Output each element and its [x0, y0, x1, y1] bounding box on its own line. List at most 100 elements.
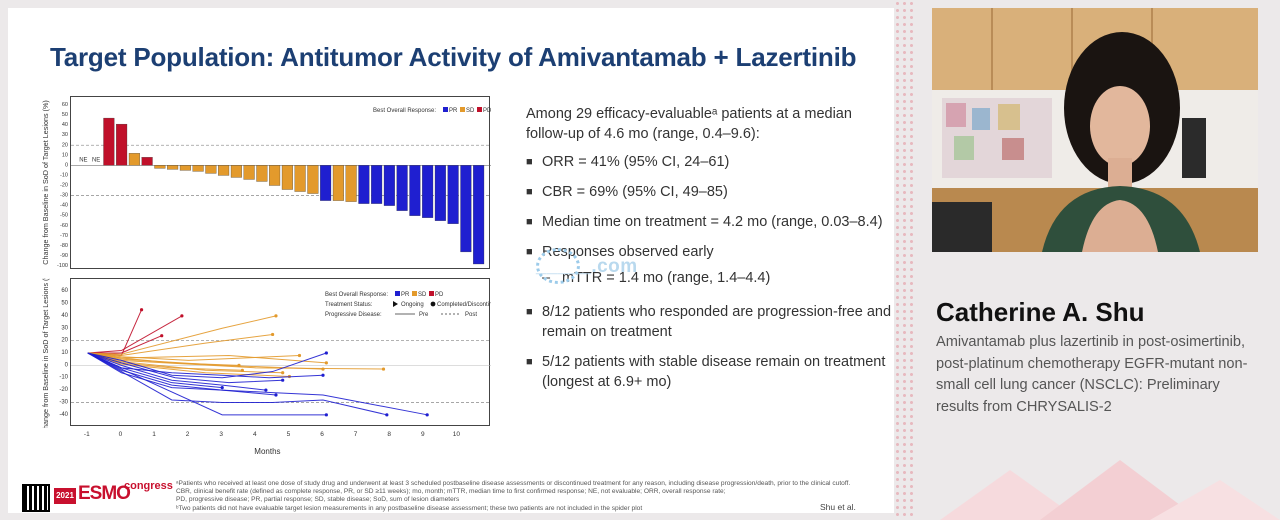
spider-chart-box: Best Overall Response: PR SD PD Treatment St… — [70, 278, 502, 426]
legend-label: PR — [449, 108, 458, 114]
spider-x-tick: 5 — [287, 431, 291, 438]
ne-label: NE — [79, 157, 87, 163]
waterfall-bar — [332, 165, 344, 201]
spider-series-endpoint — [160, 334, 164, 338]
spider-series-endpoint — [139, 308, 144, 312]
waterfall-bar — [218, 165, 230, 176]
waterfall-bar — [256, 165, 268, 182]
spider-x-tick: 2 — [186, 431, 190, 438]
waterfall-bar — [358, 165, 370, 204]
spider-series-line — [87, 333, 273, 356]
waterfall-bar — [179, 165, 191, 171]
waterfall-y-tick: -50 — [60, 213, 68, 219]
waterfall-bar — [320, 165, 332, 201]
bullets-intro: Among 29 efficacy-evaluableᵃ patients at… — [526, 106, 852, 142]
waterfall-bar — [192, 165, 204, 172]
legend-swatch — [412, 291, 417, 296]
spider-x-axis: -1 0 1 2 3 4 5 6 7 8 9 10 Months — [84, 431, 460, 456]
waterfall-bar — [230, 165, 242, 178]
spider-y-tick: -30 — [59, 399, 68, 405]
legend-label: Pre — [419, 312, 429, 318]
bullet-progression-free: ■ 8/12 patients who responded are progres… — [526, 304, 892, 340]
legend-label: SD — [466, 108, 475, 114]
spider-x-tick: 6 — [320, 431, 324, 438]
waterfall-bar — [128, 153, 140, 166]
esmo-logo-suffix: congress — [124, 480, 173, 492]
spider-x-tick: 8 — [387, 431, 391, 438]
spider-series-endpoint — [425, 413, 429, 417]
waterfall-bar — [141, 157, 153, 166]
waterfall-legend-title: Best Overall Response: — [373, 108, 436, 114]
spider-y-axis: 60 50 40 30 20 10 0 -10 -20 -30 -40 Change from Bas… — [41, 278, 69, 428]
spider-series-line — [87, 352, 266, 391]
waterfall-chart-box: NE NE Best Overall Response: PR SD PD — [70, 96, 492, 269]
spider-series-endpoint — [180, 314, 184, 318]
spider-x-tick: 9 — [421, 431, 425, 438]
ne-label: NE — [92, 157, 100, 163]
waterfall-y-tick: 60 — [62, 102, 68, 108]
waterfall-bar — [345, 165, 357, 202]
spider-y-tick: 20 — [61, 338, 68, 344]
bullet-square-icon: ■ — [526, 186, 533, 198]
waterfall-bar — [205, 165, 217, 174]
spider-x-tick: 4 — [253, 431, 257, 438]
waterfall-bar — [409, 165, 421, 216]
spider-series-endpoint — [324, 413, 328, 417]
slide-title: Target Population: Antitumor Activity of… — [50, 42, 857, 72]
bullet-responses-early: ■ Responses observed early — [526, 244, 714, 260]
legend-swatch — [443, 107, 448, 112]
spider-series-line — [87, 352, 327, 416]
spider-series-endpoint — [297, 353, 302, 358]
spider-legend-status-title: Treatment Status: — [325, 302, 373, 308]
bullet-stable-disease: ■ 5/12 patients with stable disease remai… — [526, 354, 886, 390]
spider-x-label: Months — [254, 447, 280, 456]
legend-swatch — [395, 291, 400, 296]
waterfall-bar — [103, 117, 115, 166]
spider-series-line — [87, 315, 183, 354]
spider-series-endpoint — [381, 367, 386, 371]
spider-series-endpoint — [237, 363, 241, 367]
spider-series-endpoint — [324, 351, 328, 355]
waterfall-chart: NE NE Best Overall Response: PR SD PD — [71, 107, 492, 265]
legend-label: PD — [483, 108, 491, 114]
waterfall-y-tick: -70 — [60, 233, 68, 239]
waterfall-y-tick: -80 — [60, 243, 68, 249]
spider-series-line — [87, 335, 162, 354]
legend-label: Ongoing — [401, 302, 424, 308]
legend-label: PR — [401, 292, 410, 298]
spider-y-tick: 40 — [61, 313, 68, 319]
spider-series-endpoint — [281, 378, 285, 382]
speaker-name: Catherine A. Shu — [936, 297, 1145, 327]
waterfall-y-tick: -20 — [60, 183, 68, 189]
spider-y-tick: 10 — [61, 350, 68, 356]
summary-bullets: Among 29 efficacy-evaluableᵃ patients at… — [526, 104, 894, 402]
waterfall-bar — [167, 165, 179, 170]
spider-series-line — [87, 352, 283, 374]
qr-code-icon — [22, 484, 50, 512]
bullet-square-icon: ■ — [526, 216, 533, 228]
speaker-video-frame — [932, 8, 1258, 252]
waterfall-bar — [422, 165, 434, 218]
waterfall-y-tick: -60 — [60, 223, 68, 229]
waterfall-bar — [447, 165, 459, 224]
spider-y-tick: 0 — [65, 362, 69, 368]
spider-y-tick: -10 — [59, 375, 68, 381]
legend-swatch — [460, 107, 465, 112]
spider-series-line — [87, 352, 240, 366]
bullet-orr: ■ ORR = 41% (95% CI, 24–61) — [526, 154, 730, 170]
spider-series-line — [87, 309, 143, 356]
spider-series-endpoint — [281, 371, 285, 375]
spider-series-endpoint — [220, 386, 224, 390]
spider-series-endpoint — [264, 388, 268, 392]
completed-dot-icon — [430, 301, 436, 307]
spider-series-line — [87, 352, 428, 416]
spider-series-endpoint — [385, 413, 389, 417]
legend-swatch — [477, 107, 482, 112]
spider-y-tick: -20 — [59, 387, 68, 393]
spider-y-tick: 60 — [61, 288, 68, 294]
waterfall-y-axis: 60 50 40 30 20 10 0 -10 -20 -30 -40 -50 -60 -70 -80 -90… — [41, 100, 68, 269]
spider-x-tick: 0 — [119, 431, 123, 438]
spider-x-tick: 1 — [152, 431, 156, 438]
citation: Shu et al. #1193MO — [820, 502, 857, 513]
spider-y-tick: 30 — [61, 325, 68, 331]
